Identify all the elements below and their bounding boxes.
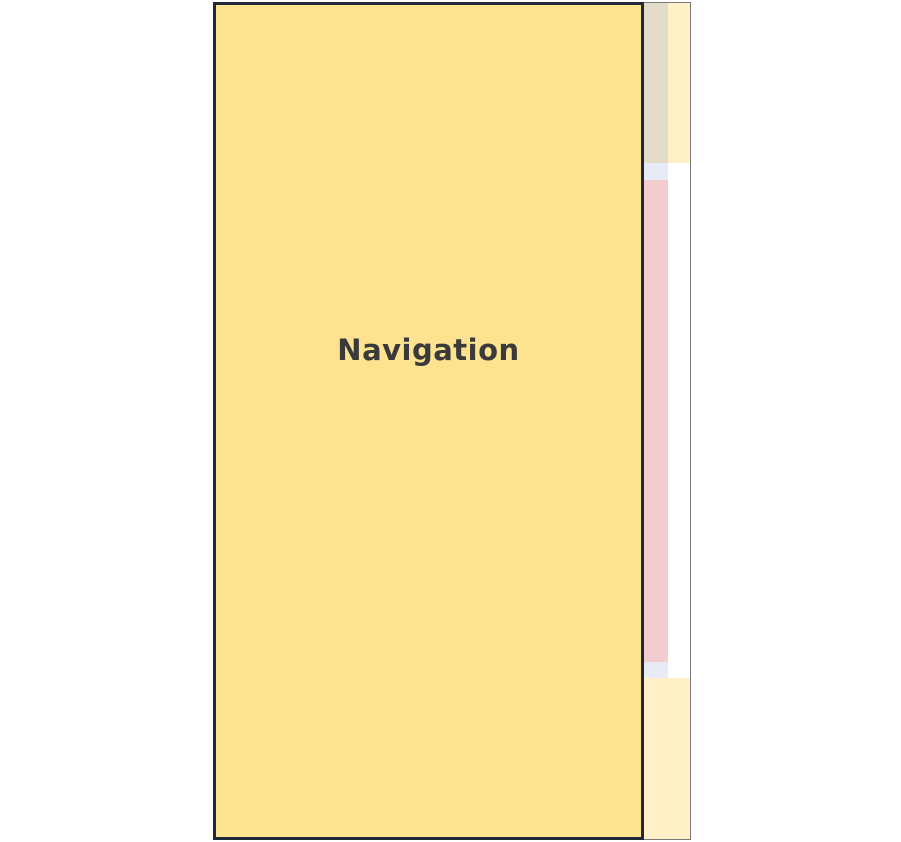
gutter-top: [642, 3, 668, 163]
gutter-gap-bottom: [642, 662, 668, 679]
scrollbar-thumb[interactable]: [642, 180, 668, 662]
right-strip-bottom: [643, 678, 690, 839]
gutter-gap-top: [642, 163, 668, 180]
navigation-label: Navigation: [337, 333, 520, 367]
navigation-panel[interactable]: Navigation: [213, 2, 644, 840]
